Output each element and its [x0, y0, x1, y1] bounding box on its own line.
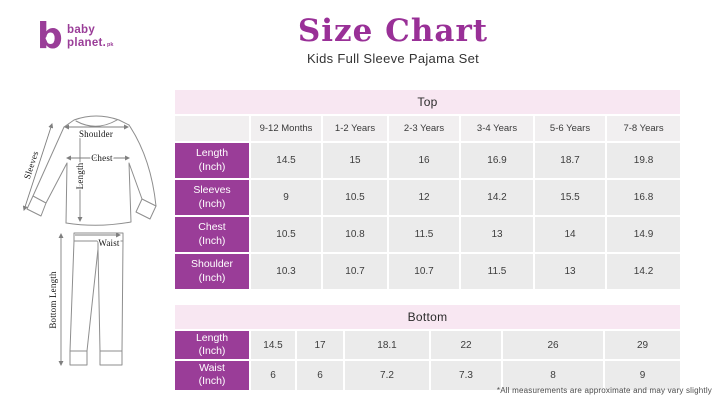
size-value: 19.8 — [607, 143, 681, 178]
size-value: 17 — [297, 331, 343, 360]
size-value: 16 — [389, 143, 459, 178]
column-header: 2-3 Years — [389, 116, 459, 141]
size-value: 14 — [535, 217, 605, 252]
size-value: 10.3 — [251, 254, 321, 289]
shoulder-label: Shoulder — [79, 129, 113, 139]
size-value: 10.5 — [251, 217, 321, 252]
top-size-table: Top 9-12 Months 1-2 Years 2-3 Years 3-4 Year… — [173, 88, 682, 291]
brand-name-line2: planet. — [67, 37, 106, 49]
size-value: 10.8 — [323, 217, 387, 252]
size-value: 15.5 — [535, 180, 605, 215]
sleeves-arrow — [22, 123, 54, 211]
column-header: 5-6 Years — [535, 116, 605, 141]
size-value: 10.7 — [389, 254, 459, 289]
size-value: 29 — [605, 331, 681, 360]
page-subtitle: Kids Full Sleeve Pajama Set — [306, 51, 480, 67]
bottom-size-table: Bottom Length (Inch) 14.5 17 18.1 22 26 29 Waist(… — [173, 303, 682, 392]
chest-label: Chest — [91, 153, 113, 163]
row-label: Length (Inch) — [175, 143, 249, 178]
size-value: 9 — [251, 180, 321, 215]
size-value: 8 — [503, 361, 603, 390]
column-header: 9-12 Months — [251, 116, 321, 141]
heart-icon: ♥ — [45, 33, 52, 47]
row-label: Shoulder (Inch) — [175, 254, 249, 289]
corner-cell — [175, 116, 249, 141]
column-header: 1-2 Years — [323, 116, 387, 141]
size-value: 6 — [251, 361, 295, 390]
size-value: 11.5 — [461, 254, 533, 289]
page-title: Size Chart — [297, 13, 489, 49]
size-value: 18.7 — [535, 143, 605, 178]
size-value: 14.2 — [607, 254, 681, 289]
section-band: Bottom — [175, 305, 681, 329]
size-value: 16.8 — [607, 180, 681, 215]
row-label: Chest (Inch) — [175, 217, 249, 252]
size-value: 13 — [535, 254, 605, 289]
baby-planet-b-icon: b ♥ — [37, 16, 63, 57]
size-value: 12 — [389, 180, 459, 215]
section-band: Top — [175, 90, 681, 114]
pajama-measurement-diagram: Shoulder Chest Length Sleeves Waist Bott… — [21, 115, 157, 366]
size-value: 16.9 — [461, 143, 533, 178]
size-value: 14.5 — [251, 143, 321, 178]
bottom-length-label: Bottom Length — [48, 271, 58, 329]
table-row: Waist (Inch) 6 6 7.2 7.3 8 9 — [175, 361, 681, 390]
size-value: 14.9 — [607, 217, 681, 252]
size-value: 6 — [297, 361, 343, 390]
size-value: 15 — [323, 143, 387, 178]
size-value: 10.5 — [323, 180, 387, 215]
size-value: 10.7 — [323, 254, 387, 289]
table-row: Length (Inch) 14.5 17 18.1 22 26 29 — [175, 331, 681, 360]
waist-label: Waist — [98, 238, 120, 248]
size-value: 22 — [431, 331, 501, 360]
row-label: Waist (Inch) — [175, 361, 249, 390]
measurements-footnote: *All measurements are approximate and ma… — [496, 386, 712, 395]
brand-logo: b ♥ baby planet. pk — [37, 16, 114, 57]
size-value: 14.2 — [461, 180, 533, 215]
column-header: 7-8 Years — [607, 116, 681, 141]
measurement-arrows — [22, 123, 130, 366]
table-row: Sleeves (Inch) 9 10.5 12 14.2 15.5 16.8 — [175, 180, 681, 215]
size-value: 18.1 — [345, 331, 429, 360]
size-value: 26 — [503, 331, 603, 360]
svg-text:b: b — [37, 16, 63, 57]
row-label: Length (Inch) — [175, 331, 249, 360]
size-value: 14.5 — [251, 331, 295, 360]
column-header: 3-4 Years — [461, 116, 533, 141]
table-row: Length (Inch) 14.5 15 16 16.9 18.7 19.8 — [175, 143, 681, 178]
size-value: 13 — [461, 217, 533, 252]
size-value: 9 — [605, 361, 681, 390]
size-value: 11.5 — [389, 217, 459, 252]
brand-name-line1: baby — [67, 24, 95, 36]
size-value: 7.3 — [431, 361, 501, 390]
size-tables: Top 9-12 Months 1-2 Years 2-3 Years 3-4 Year… — [173, 88, 682, 392]
title-block: Size Chart Kids Full Sleeve Pajama Set — [263, 14, 523, 66]
table-row: Shoulder (Inch) 10.3 10.7 10.7 11.5 13 14.2 — [175, 254, 681, 289]
table-row: Chest (Inch) 10.5 10.8 11.5 13 14 14.9 — [175, 217, 681, 252]
sleeves-label: Sleeves — [22, 150, 41, 181]
length-label: Length — [75, 162, 85, 189]
brand-name-suffix: pk — [107, 42, 114, 48]
size-value: 7.2 — [345, 361, 429, 390]
pants-outline-drawing — [69, 232, 124, 366]
row-label: Sleeves (Inch) — [175, 180, 249, 215]
